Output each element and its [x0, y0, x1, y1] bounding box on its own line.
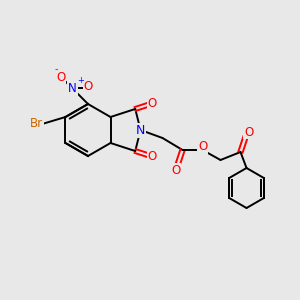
- Text: O: O: [148, 150, 157, 163]
- Text: O: O: [56, 71, 65, 84]
- Text: N: N: [68, 82, 77, 95]
- Text: O: O: [171, 164, 180, 176]
- Text: O: O: [148, 97, 157, 110]
- Text: N: N: [136, 124, 145, 136]
- Text: O: O: [84, 80, 93, 93]
- Text: O: O: [244, 125, 253, 139]
- Text: Br: Br: [30, 117, 43, 130]
- Text: -: -: [55, 64, 58, 74]
- Text: +: +: [77, 76, 84, 85]
- Text: O: O: [198, 140, 207, 154]
